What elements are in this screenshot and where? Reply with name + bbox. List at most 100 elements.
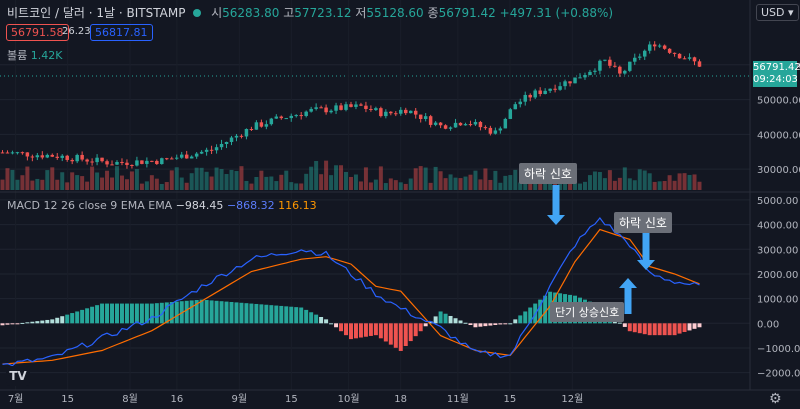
volume-bar: [214, 167, 219, 190]
volume-bar: [219, 169, 224, 190]
candle-body: [384, 111, 388, 117]
candle-body: [523, 94, 527, 102]
candle-body: [623, 70, 627, 74]
histogram-bar: [334, 323, 339, 328]
volume-bar: [498, 182, 503, 190]
candle-body: [249, 129, 254, 131]
candle-body: [184, 154, 189, 159]
candle-body: [394, 113, 398, 115]
volume-bar: [60, 172, 65, 190]
histogram-bar: [124, 303, 129, 324]
candle-body: [483, 127, 488, 129]
histogram-bar: [468, 323, 473, 326]
histogram-bar: [119, 303, 124, 324]
macd-lines: [2, 217, 700, 367]
volume-bar: [353, 174, 358, 190]
candle-body: [160, 158, 164, 165]
histogram-bar: [344, 323, 349, 336]
histogram-bar: [473, 323, 478, 328]
candle-body: [150, 160, 154, 162]
macd-axis-label: 0.00: [757, 319, 779, 330]
gear-icon[interactable]: ⚙: [769, 391, 782, 407]
volume-bar: [329, 175, 334, 190]
volume-bar: [428, 182, 433, 190]
high-value: 57723.12: [294, 6, 352, 20]
time-axis-label: 15: [285, 394, 298, 405]
candle-body: [259, 122, 264, 127]
histogram-bar: [209, 300, 214, 324]
histogram-bar: [518, 315, 523, 324]
candle-body: [294, 115, 298, 117]
volume-bar: [75, 175, 80, 190]
sell-button[interactable]: 56791.58: [6, 24, 69, 41]
volume-bar: [553, 179, 558, 190]
candle-body: [135, 160, 139, 166]
candle-body: [100, 157, 104, 162]
histogram-bar: [478, 323, 483, 327]
histogram-bar: [687, 323, 692, 331]
candle-body: [274, 116, 279, 119]
histogram-bar: [503, 323, 508, 325]
volume-bar: [194, 167, 199, 190]
volume-bar: [657, 181, 662, 190]
histogram-bar: [418, 323, 423, 332]
candle-body: [20, 152, 25, 154]
macd-axis-label: 5000.00: [757, 196, 798, 207]
signal-value: 116.13: [278, 199, 317, 212]
candle-body: [379, 108, 383, 117]
histogram-bar: [353, 323, 358, 339]
histogram-bar: [159, 302, 164, 324]
candle-body: [45, 154, 50, 158]
sell-signal-label-2: 하락 신호: [614, 212, 672, 233]
candle-body: [498, 128, 503, 131]
volume-bar: [30, 180, 35, 190]
macd-axis-label: 1000.00: [757, 295, 798, 306]
volume-bar: [348, 176, 353, 190]
volume-bar: [523, 179, 528, 190]
volume-bar: [110, 177, 115, 190]
time-axis-label: 15: [61, 394, 74, 405]
histogram-bar: [284, 306, 289, 324]
price-axis-label: 40000.00: [757, 130, 800, 141]
signal-arrows: [547, 185, 655, 314]
volume-bar: [483, 168, 488, 190]
histogram-bar: [319, 316, 324, 324]
volume-bar: [224, 174, 229, 190]
volume-bar: [324, 160, 329, 190]
volume-bar: [388, 178, 393, 190]
macd-legend[interactable]: MACD 12 26 close 9 EMA EMA −984.45 −868.…: [7, 199, 317, 212]
histogram-bar: [393, 323, 398, 348]
volume-bar: [199, 167, 204, 190]
candle-body: [75, 154, 79, 162]
volume-bar: [637, 169, 642, 190]
histogram-bar: [453, 318, 458, 324]
volume-bar: [95, 172, 100, 190]
volume-bar: [672, 180, 677, 190]
histogram-bar: [622, 323, 627, 327]
histogram-bar: [339, 323, 344, 332]
currency-select[interactable]: USD ▾: [756, 4, 799, 21]
volume-bar: [40, 179, 45, 190]
candle-body: [538, 90, 542, 95]
volume-bar: [582, 181, 587, 190]
histogram-bar: [289, 306, 294, 324]
candle-body: [399, 109, 403, 114]
candle-body: [65, 155, 69, 160]
candle-body: [473, 121, 478, 125]
macd-axis-label: −1000.00: [757, 344, 800, 355]
symbol-title[interactable]: 비트코인 / 달러: [7, 6, 85, 20]
arrow-shaft: [624, 287, 632, 314]
buy-button[interactable]: 56817.81: [90, 24, 153, 41]
candle-body: [404, 109, 408, 114]
arrow-head: [637, 260, 655, 270]
interval-label[interactable]: 1날: [96, 6, 116, 20]
histogram-bar: [149, 303, 154, 324]
volume-bar: [25, 166, 30, 190]
candle-body: [374, 108, 378, 110]
histogram-bar: [35, 321, 40, 324]
volume-bar: [5, 168, 10, 190]
candle-body: [105, 161, 109, 165]
candle-body: [573, 77, 577, 84]
tradingview-logo[interactable]: TV: [6, 366, 30, 386]
candle-body: [608, 59, 612, 66]
